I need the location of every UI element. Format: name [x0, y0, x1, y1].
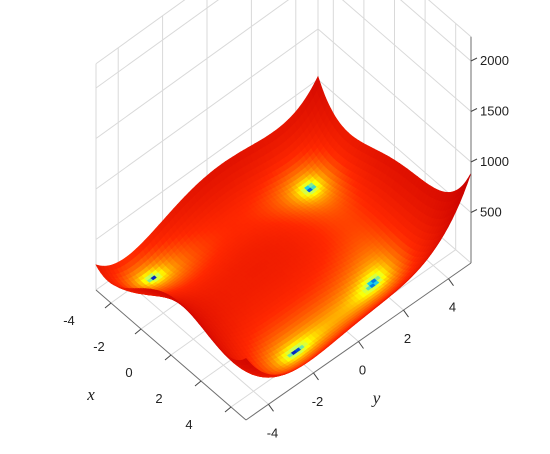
y-tick-mark	[358, 341, 364, 349]
y-tick-label: 0	[359, 363, 366, 378]
x-tick-label: -4	[63, 313, 75, 328]
grid-line	[95, 0, 219, 89]
y-tick-label: 4	[449, 300, 456, 315]
z-tick-mark	[470, 57, 478, 62]
x-tick-mark	[224, 406, 232, 413]
y-tick-mark	[313, 372, 319, 381]
z-tick-mark	[470, 158, 478, 163]
x-tick-label: -2	[93, 339, 105, 354]
z-tick-label: 1000	[480, 154, 509, 169]
x-tick-label: 4	[185, 417, 192, 432]
y-tick-mark	[268, 404, 274, 412]
grid-line	[95, 79, 319, 240]
z-tick-label: 500	[480, 205, 502, 220]
y-tick-mark	[448, 278, 454, 286]
x-axis-label: x	[86, 385, 95, 404]
tick-labels: -4 -2 0 2 4 -4 -2 0 2 4 500 1000 1500 2000	[63, 53, 509, 440]
grid-line	[317, 79, 472, 213]
grid-line	[95, 28, 319, 190]
z-tick-label: 1500	[480, 104, 509, 119]
x-tick-mark	[134, 328, 142, 335]
x-tick-label: 0	[125, 365, 132, 380]
z-tick-label: 2000	[480, 53, 509, 68]
y-axis-label: y	[371, 389, 381, 408]
grid-line	[427, 0, 472, 38]
y-tick-label: -4	[267, 425, 279, 440]
grid-line	[95, 0, 290, 139]
surface-mesh	[95, 75, 472, 378]
z-tick-mark	[470, 108, 478, 112]
grid-line	[400, 0, 472, 62]
x-tick-mark	[164, 354, 172, 361]
grid-line	[317, 28, 472, 163]
x-tick-label: 2	[155, 391, 162, 406]
y-tick-label: 2	[404, 331, 411, 346]
surface-patch	[243, 358, 251, 365]
grid-line	[117, 273, 269, 405]
x-tick-mark	[194, 380, 202, 387]
y-tick-mark	[403, 309, 409, 318]
y-tick-label: -2	[312, 394, 324, 409]
grid-line	[95, 0, 186, 65]
z-tick-mark	[470, 209, 478, 213]
x-tick-mark	[104, 302, 112, 309]
grid-line	[341, 0, 472, 112]
